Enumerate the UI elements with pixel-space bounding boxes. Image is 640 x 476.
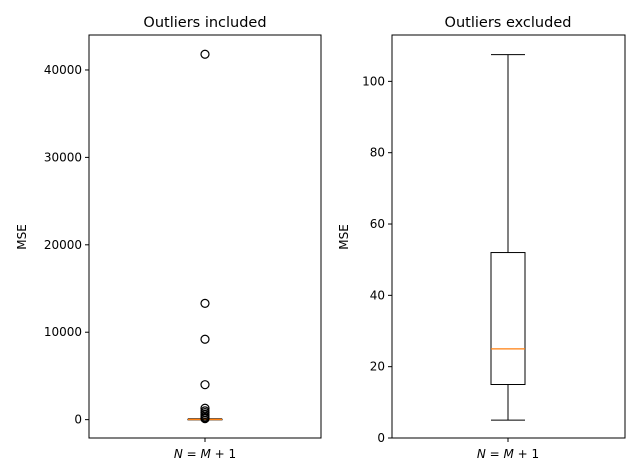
- y-ticks: 0 10000 20000 30000 40000: [44, 63, 89, 427]
- y-tick-label: 40000: [44, 63, 82, 77]
- panel-title: Outliers excluded: [445, 15, 572, 31]
- y-axis-label: MSE: [337, 224, 351, 250]
- y-tick-label: 20: [370, 360, 385, 374]
- y-tick-label: 0: [377, 431, 385, 445]
- outlier-point: [200, 49, 210, 59]
- y-ticks: 0 20 40 60 80 100: [362, 74, 392, 445]
- x-tick-label: N = M + 1: [477, 447, 539, 461]
- axes-frame: [88, 34, 322, 439]
- panel-outliers-excluded: Outliers excluded MSE 0 20 40 60 80 100 N = M…: [337, 15, 626, 461]
- y-tick-label: 10000: [44, 325, 82, 339]
- y-tick-label: 100: [362, 74, 385, 88]
- y-tick-label: 40: [370, 288, 385, 302]
- plot-area: [490, 54, 526, 421]
- panel-title: Outliers included: [143, 15, 266, 31]
- outlier-point: [200, 334, 210, 344]
- outlier-point: [200, 413, 210, 424]
- y-axis-label: MSE: [15, 224, 29, 250]
- panel-outliers-included: Outliers included MSE 0 10000 20000 30000 40…: [15, 15, 322, 461]
- y-tick-label: 0: [74, 413, 82, 427]
- y-tick-label: 20000: [44, 238, 82, 252]
- x-tick-label: N = M + 1: [174, 447, 236, 461]
- y-tick-label: 60: [370, 217, 385, 231]
- outlier-point: [200, 298, 210, 308]
- plot-area: [187, 49, 223, 424]
- outlier-point: [200, 380, 210, 390]
- y-tick-label: 80: [370, 146, 385, 160]
- box: [490, 252, 526, 386]
- y-tick-label: 30000: [44, 150, 82, 164]
